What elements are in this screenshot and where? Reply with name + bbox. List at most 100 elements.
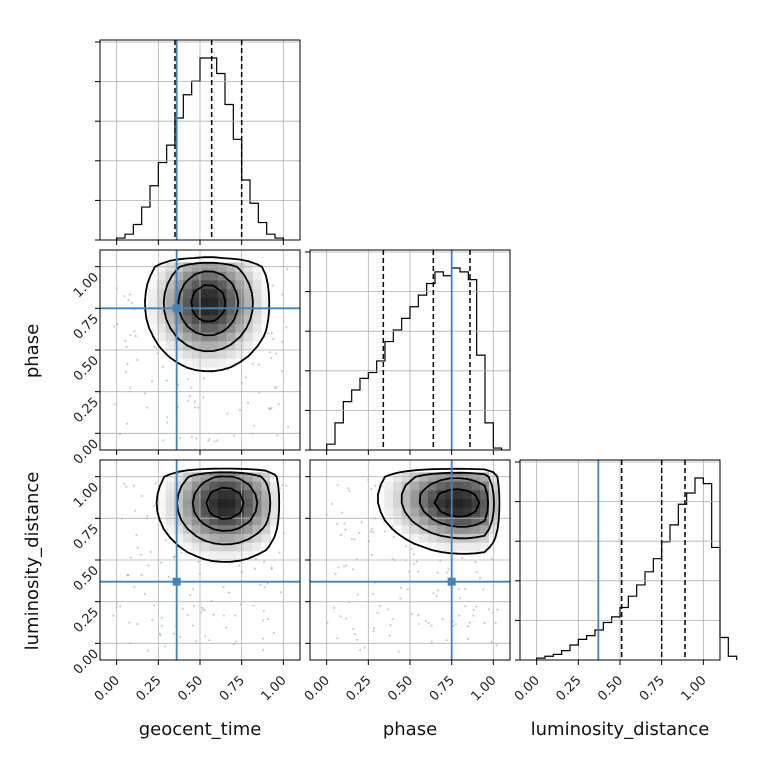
pair-distance-phase-contour-level-3	[433, 488, 481, 518]
pair-phase-geocent-time-density-cell	[261, 305, 271, 316]
pair-phase-geocent-time-scatter-point	[272, 337, 275, 340]
pair-distance-phase-density-cell	[471, 498, 481, 508]
pair-phase-geocent-time-density-cell	[244, 340, 254, 351]
pair-distance-phase-density-cell	[410, 533, 420, 543]
pair-phase-geocent-time-density-cell	[252, 314, 262, 324]
pair-distance-phase-scatter-point	[452, 624, 455, 628]
pair-distance-phase-density-cell	[454, 498, 464, 508]
pair-distance-phase-scatter-point	[378, 604, 382, 608]
pair-phase-geocent-time-density-cell	[165, 279, 175, 290]
pair-distance-geocent-time-density-cell	[270, 524, 280, 534]
pair-distance-phase-xtick-label-3: 0.75	[427, 673, 458, 704]
pair-phase-geocent-time-scatter-point	[126, 422, 129, 425]
pair-distance-geocent-time-density-cell	[174, 481, 184, 491]
pair-distance-phase-density-cell	[419, 515, 429, 526]
pair-distance-geocent-time-scatter-point	[270, 566, 273, 569]
pair-distance-phase-scatter-point	[436, 571, 439, 574]
pair-distance-geocent-time-scatter-point	[203, 609, 206, 612]
pair-distance-phase-scatter-point	[466, 625, 470, 628]
pair-phase-geocent-time-density-cell	[183, 332, 193, 342]
pair-distance-geocent-time-density-cell	[226, 533, 236, 543]
pair-distance-phase-scatter-point	[404, 545, 408, 548]
pair-distance-geocent-time-density-cell	[191, 507, 201, 517]
pair-phase-geocent-time-scatter-point	[133, 329, 136, 333]
pair-phase-geocent-time-density-cell	[217, 314, 228, 324]
pair-distance-geocent-time-density-cell	[252, 481, 262, 491]
hist-luminosity-distance-xtick-label-0: 0.00	[512, 673, 543, 704]
pair-distance-geocent-time-density-cell	[244, 507, 254, 517]
pair-distance-phase-density-cell	[454, 515, 464, 526]
pair-phase-geocent-time-density-cell	[200, 314, 210, 324]
pair-distance-phase-scatter-point	[417, 614, 420, 617]
pair-distance-phase-density-cell	[384, 515, 394, 526]
pair-phase-geocent-time-density-cell	[191, 332, 201, 342]
pair-phase-geocent-time-ytick-label-0: 0.00	[71, 437, 102, 468]
pair-distance-phase-scatter-point	[351, 568, 354, 571]
pair-distance-geocent-time-ytick-label-0: 0.00	[71, 647, 102, 678]
pair-distance-geocent-time-scatter-point	[180, 551, 183, 555]
pair-phase-geocent-time-scatter-point	[287, 425, 290, 428]
pair-phase-geocent-time-density-cell	[235, 279, 245, 290]
pair-phase-geocent-time-density-cell	[191, 305, 201, 316]
pair-distance-geocent-time-density-cell	[209, 533, 219, 543]
pair-phase-geocent-time-density-cell	[235, 288, 245, 298]
pair-distance-phase-density-cell	[480, 489, 490, 500]
pair-phase-geocent-time-scatter-point	[166, 421, 169, 424]
pair-distance-geocent-time-scatter-point	[279, 591, 282, 594]
pair-distance-phase-density-cell	[419, 498, 429, 508]
hist-geocent-time-frame	[99, 39, 301, 241]
hist-phase-frame	[309, 249, 511, 451]
x-axis-label-geocent-time: geocent_time	[139, 719, 262, 740]
pair-phase-geocent-time-density-cell	[183, 297, 193, 307]
pair-phase-geocent-time-density-cell	[226, 340, 236, 351]
pair-phase-geocent-time-contour-level-3	[190, 284, 227, 323]
pair-phase-geocent-time-density-cell	[209, 349, 219, 359]
pair-distance-phase-density-cell	[454, 542, 464, 552]
pair-distance-geocent-time-scatter-point	[195, 640, 198, 643]
pair-distance-geocent-time-scatter-point	[125, 485, 128, 488]
pair-distance-geocent-time-density-cell	[261, 498, 271, 508]
pair-distance-phase-scatter-point	[435, 595, 438, 598]
pair-phase-geocent-time-scatter-point	[286, 268, 289, 271]
pair-distance-geocent-time-density-cell	[244, 515, 254, 526]
pair-distance-phase-density-cell	[427, 533, 438, 543]
pair-distance-geocent-time-scatter-point	[285, 484, 288, 487]
pair-distance-geocent-time-density-cell	[209, 489, 219, 500]
pair-distance-geocent-time-scatter-point	[237, 564, 241, 567]
pair-distance-geocent-time-xtick-label-0: 0.00	[92, 673, 123, 704]
pair-distance-geocent-time-scatter-point	[151, 618, 154, 621]
pair-phase-geocent-time-density-cell	[148, 271, 158, 281]
pair-distance-geocent-time-scatter-point	[146, 514, 149, 518]
pair-distance-phase-scatter-point	[370, 527, 374, 531]
pair-distance-geocent-time-scatter-point	[164, 539, 167, 542]
pair-distance-geocent-time-density-cell	[217, 524, 228, 534]
pair-distance-phase-scatter-point	[374, 484, 377, 487]
pair-distance-geocent-time-density-cell	[261, 515, 271, 526]
pair-distance-phase-scatter-point	[372, 626, 376, 630]
pair-distance-phase-scatter-point	[445, 639, 448, 642]
pair-distance-phase-scatter-point	[345, 564, 348, 567]
pair-phase-geocent-time-scatter-point	[202, 377, 206, 380]
pair-phase-geocent-time-density-cell	[261, 314, 271, 324]
pair-distance-phase-scatter-point	[370, 487, 373, 490]
pair-phase-geocent-time-density-cell	[156, 271, 167, 281]
pair-phase-geocent-time-scatter-point	[269, 407, 272, 411]
y-axis-label-luminosity-distance: luminosity_distance	[22, 472, 43, 651]
pair-phase-geocent-time-scatter-point	[275, 352, 278, 355]
pair-phase-geocent-time-scatter-point	[195, 437, 198, 440]
pair-distance-phase-scatter-point	[342, 565, 346, 568]
pair-distance-geocent-time-density-cell	[183, 533, 193, 543]
pair-distance-geocent-time-density-cell	[235, 542, 245, 552]
pair-distance-phase-scatter-point	[468, 621, 471, 624]
pair-distance-phase-density-cell	[480, 507, 490, 517]
pair-distance-phase-scatter-point	[391, 618, 394, 621]
pair-distance-geocent-time-density-cell	[226, 481, 236, 491]
pair-phase-geocent-time-scatter-point	[146, 406, 149, 409]
pair-phase-geocent-time-density-cell	[165, 314, 175, 324]
pair-distance-phase-scatter-point	[363, 646, 366, 649]
pair-distance-phase-density-cell	[375, 498, 385, 508]
pair-distance-geocent-time-scatter-point	[227, 591, 231, 594]
pair-phase-geocent-time-density-cell	[217, 332, 228, 342]
pair-phase-geocent-time-density-cell	[174, 288, 184, 298]
pair-distance-phase-contours	[377, 467, 501, 555]
